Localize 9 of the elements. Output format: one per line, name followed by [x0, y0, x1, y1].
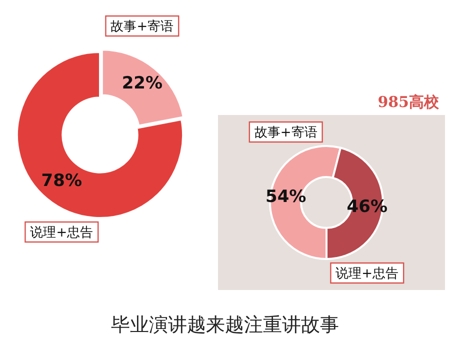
- slice-label: 说理+忠告: [336, 266, 399, 282]
- data-label: 22%: [122, 73, 163, 94]
- data-label: 54%: [266, 186, 306, 207]
- slice-label: 故事+寄语: [110, 18, 174, 34]
- slice-label: 说理+忠告: [30, 225, 94, 240]
- slice-label: 故事+寄语: [254, 124, 318, 140]
- text: 毕业演讲越来越注重讲故事: [110, 313, 340, 338]
- chart-title: 985高校: [378, 93, 439, 112]
- data-label: 78%: [41, 170, 82, 191]
